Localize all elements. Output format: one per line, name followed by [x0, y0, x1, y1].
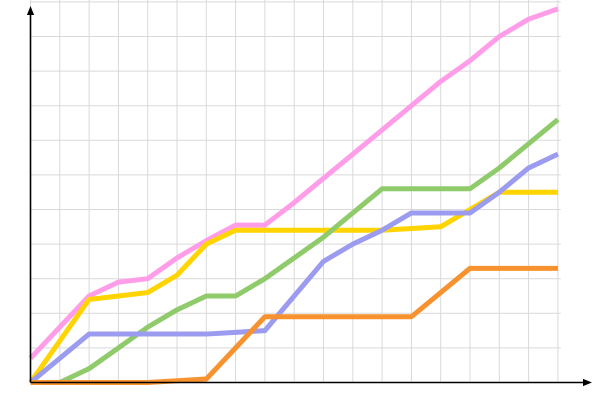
- series-line-green: [30, 117, 560, 385]
- axis-layer: [26, 6, 592, 387]
- series-line-yellow: [28, 189, 558, 384]
- x-axis-arrow-icon: [583, 378, 592, 387]
- y-axis-arrow-icon: [26, 6, 35, 15]
- series-line-pink: [28, 6, 559, 360]
- series-line-purple: [28, 151, 559, 385]
- grid-layer: [30, 0, 561, 383]
- series-layer: [28, 6, 560, 385]
